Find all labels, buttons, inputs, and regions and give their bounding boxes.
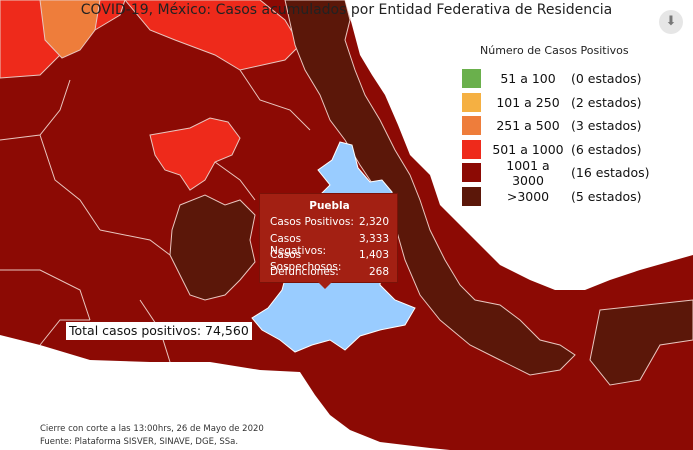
state-region-north-red[interactable] (124, 0, 301, 71)
legend-item[interactable]: >3000 (5 estados) (462, 185, 682, 209)
tooltip-row: Casos Negativos: 3,333 (270, 232, 389, 257)
ocean-region (0, 335, 450, 450)
legend-swatch (462, 186, 481, 206)
legend-swatch (462, 69, 481, 89)
legend-swatch (462, 92, 481, 112)
legend: Número de Casos Positivos 51 a 100 (0 es… (462, 44, 682, 208)
legend-title: Número de Casos Positivos (480, 44, 629, 57)
state-region-central-dark[interactable] (169, 194, 256, 301)
state-tooltip: Puebla Casos Positivos: 2,320 Casos Nega… (259, 193, 398, 289)
tooltip-label: Casos Negativos: (270, 232, 327, 257)
footer-source: Fuente: Plataforma SISVER, SINAVE, DGE, … (40, 437, 239, 447)
tooltip-row: Casos Positivos: 2,320 (270, 216, 389, 233)
legend-swatch (462, 116, 481, 136)
tooltip-label: Casos Sospechosos: (270, 249, 342, 273)
tooltip-value: 2,320 (358, 216, 389, 228)
map-title: COVID-19, México: Casos acumulados por E… (80, 2, 613, 18)
tooltip-value: 3,333 (358, 232, 389, 245)
gulf-region (345, 0, 693, 290)
state-borders (0, 69, 311, 363)
legend-range: 251 a 500 (496, 118, 560, 134)
legend-count: (3 estados) (571, 118, 642, 134)
legend-count: (2 estados) (571, 94, 642, 110)
download-button[interactable]: ⬇ (659, 10, 683, 34)
legend-item[interactable]: 251 a 500 (3 estados) (462, 114, 682, 138)
download-icon: ⬇ (665, 14, 677, 29)
legend-item[interactable]: 51 a 100 (0 estados) (462, 67, 682, 91)
tooltip-value: 1,403 (358, 249, 389, 261)
state-region-orange[interactable] (39, 0, 101, 59)
legend-range: 501 a 1000 (492, 141, 564, 157)
legend-item[interactable]: 501 a 1000 (6 estados) (462, 138, 682, 162)
tooltip-value: 268 (368, 265, 389, 278)
legend-swatch (462, 163, 481, 183)
legend-range: 101 a 250 (496, 94, 560, 110)
legend-count: (16 estados) (571, 165, 650, 181)
legend-count: (6 estados) (571, 141, 642, 157)
tooltip-label: Casos Positivos: (270, 216, 354, 228)
tooltip-title: Puebla (309, 200, 350, 212)
total-cases-label: Total casos positivos: 74,560 (66, 322, 252, 340)
footer-cutoff: Cierre con corte a las 13:00hrs, 26 de M… (40, 424, 264, 434)
legend-count: (5 estados) (571, 188, 642, 204)
legend-range: 51 a 100 (500, 71, 556, 87)
legend-count: (0 estados) (571, 71, 642, 87)
legend-item[interactable]: 101 a 250 (2 estados) (462, 91, 682, 115)
legend-swatch (462, 139, 481, 159)
tooltip-label: Defunciones: (270, 265, 339, 278)
tooltip-row: Defunciones: 268 (270, 266, 389, 283)
legend-range: 1001 a 3000 (506, 157, 550, 188)
tooltip-row: Casos Sospechosos: 1,403 (270, 249, 389, 273)
legend-range: >3000 (506, 188, 550, 204)
legend-item[interactable]: 1001 a 3000 (16 estados) (462, 157, 682, 188)
state-region-south-dark[interactable] (589, 299, 693, 386)
